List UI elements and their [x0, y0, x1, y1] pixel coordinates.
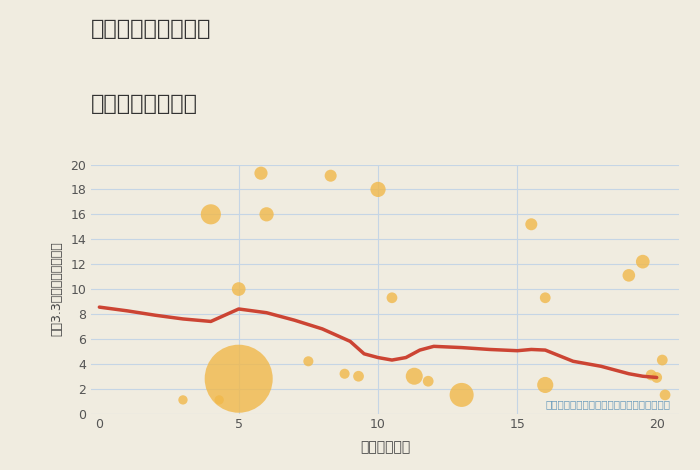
Point [339, 370, 350, 377]
Point [659, 391, 671, 399]
Point [372, 186, 384, 193]
Point [205, 211, 216, 218]
Point [651, 374, 662, 381]
Point [261, 211, 272, 218]
Point [177, 396, 188, 404]
Point [325, 172, 336, 180]
Point [423, 377, 434, 385]
Point [540, 381, 551, 389]
Point [233, 285, 244, 293]
Text: 三重県伊賀市安場の: 三重県伊賀市安場の [91, 19, 211, 39]
Text: 円の大きさは、取引のあった物件面積を示す: 円の大きさは、取引のあった物件面積を示す [545, 399, 671, 409]
Point [637, 258, 648, 266]
Point [456, 391, 467, 399]
Point [233, 375, 244, 383]
Point [657, 356, 668, 364]
Point [526, 220, 537, 228]
Point [386, 294, 398, 302]
Text: 駅距離別土地価格: 駅距離別土地価格 [91, 94, 198, 114]
X-axis label: 駅距離（分）: 駅距離（分） [360, 440, 410, 454]
Point [540, 294, 551, 302]
Point [623, 272, 634, 279]
Point [353, 372, 364, 380]
Point [303, 358, 314, 365]
Point [409, 372, 420, 380]
Point [645, 371, 657, 379]
Point [256, 170, 267, 177]
Point [214, 396, 225, 404]
Y-axis label: 坪（3.3㎡）単価（万円）: 坪（3.3㎡）単価（万円） [50, 242, 63, 337]
